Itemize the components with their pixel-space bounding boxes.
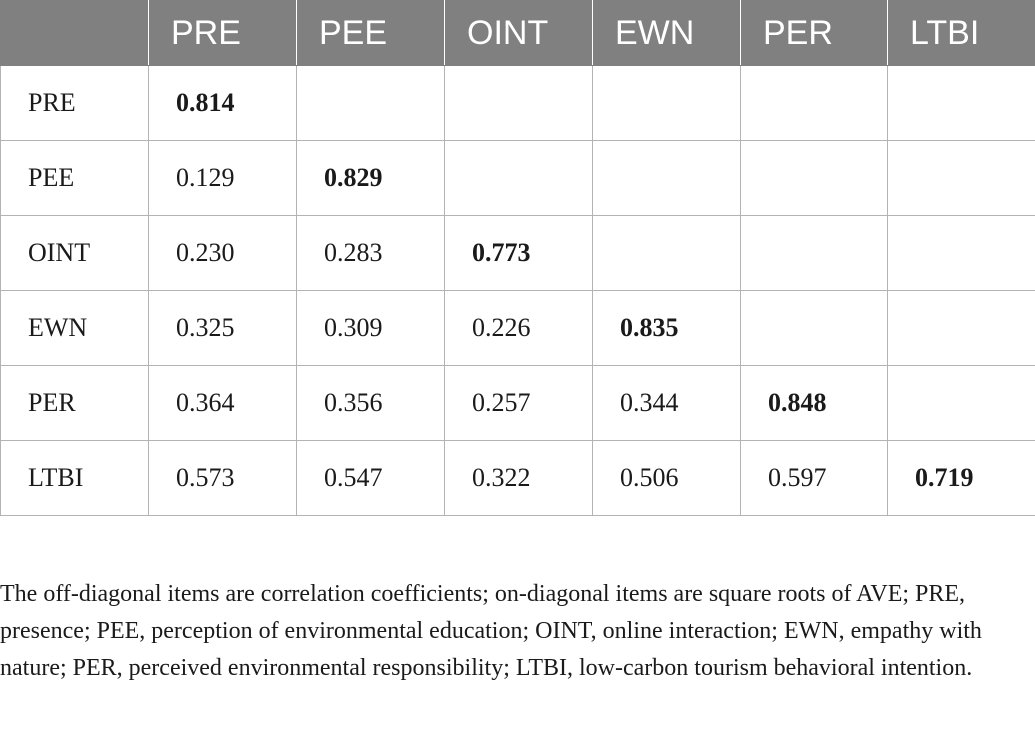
- column-header-oint: OINT: [444, 0, 593, 66]
- table-cell: [592, 65, 741, 141]
- table-cell: 0.230: [148, 215, 297, 291]
- table-cell: [887, 140, 1035, 216]
- column-header-pre: PRE: [148, 0, 297, 66]
- table-cell: [887, 65, 1035, 141]
- table-cell: 0.719: [887, 440, 1035, 516]
- table-cell: [740, 215, 888, 291]
- table-cell: 0.835: [592, 290, 741, 366]
- table-cell: 0.597: [740, 440, 888, 516]
- correlation-table: PRE PEE OINT EWN PER LTBI PRE 0.814 PEE …: [0, 0, 1035, 516]
- table-cell: 0.344: [592, 365, 741, 441]
- table-cell: 0.364: [148, 365, 297, 441]
- table-row: PEE 0.129 0.829: [0, 140, 1035, 216]
- table-cell: [296, 65, 445, 141]
- table-cell: 0.547: [296, 440, 445, 516]
- table-cell: 0.829: [296, 140, 445, 216]
- table-cell: 0.573: [148, 440, 297, 516]
- table-cell: 0.848: [740, 365, 888, 441]
- table-cell: 0.129: [148, 140, 297, 216]
- row-label: EWN: [0, 290, 149, 366]
- table-cell: [592, 215, 741, 291]
- row-label: PRE: [0, 65, 149, 141]
- column-header-ewn: EWN: [592, 0, 741, 66]
- row-label: PEE: [0, 140, 149, 216]
- table-cell: 0.325: [148, 290, 297, 366]
- column-header-pee: PEE: [296, 0, 445, 66]
- header-corner-cell: [0, 0, 149, 66]
- table-cell: 0.322: [444, 440, 593, 516]
- column-header-per: PER: [740, 0, 888, 66]
- table-cell: [887, 290, 1035, 366]
- table-cell: [740, 140, 888, 216]
- column-header-ltbi: LTBI: [887, 0, 1035, 66]
- table-row: LTBI 0.573 0.547 0.322 0.506 0.597 0.719: [0, 440, 1035, 516]
- table-cell: [887, 215, 1035, 291]
- table-cell: [740, 65, 888, 141]
- table-row: OINT 0.230 0.283 0.773: [0, 215, 1035, 291]
- header-row: PRE PEE OINT EWN PER LTBI: [0, 0, 1035, 66]
- table-cell: 0.356: [296, 365, 445, 441]
- row-label: OINT: [0, 215, 149, 291]
- table-cell: [444, 65, 593, 141]
- table-cell: 0.773: [444, 215, 593, 291]
- table-cell: 0.506: [592, 440, 741, 516]
- table-row: PER 0.364 0.356 0.257 0.344 0.848: [0, 365, 1035, 441]
- table-cell: 0.283: [296, 215, 445, 291]
- table-cell: 0.309: [296, 290, 445, 366]
- table-cell: 0.226: [444, 290, 593, 366]
- table-cell: [887, 365, 1035, 441]
- table-cell: 0.814: [148, 65, 297, 141]
- table-cell: [444, 140, 593, 216]
- table-footnote: The off-diagonal items are correlation c…: [0, 581, 982, 681]
- table-cell: [740, 290, 888, 366]
- table-row: EWN 0.325 0.309 0.226 0.835: [0, 290, 1035, 366]
- table-row: PRE 0.814: [0, 65, 1035, 141]
- table-cell: 0.257: [444, 365, 593, 441]
- table-cell: [592, 140, 741, 216]
- row-label: PER: [0, 365, 149, 441]
- row-label: LTBI: [0, 440, 149, 516]
